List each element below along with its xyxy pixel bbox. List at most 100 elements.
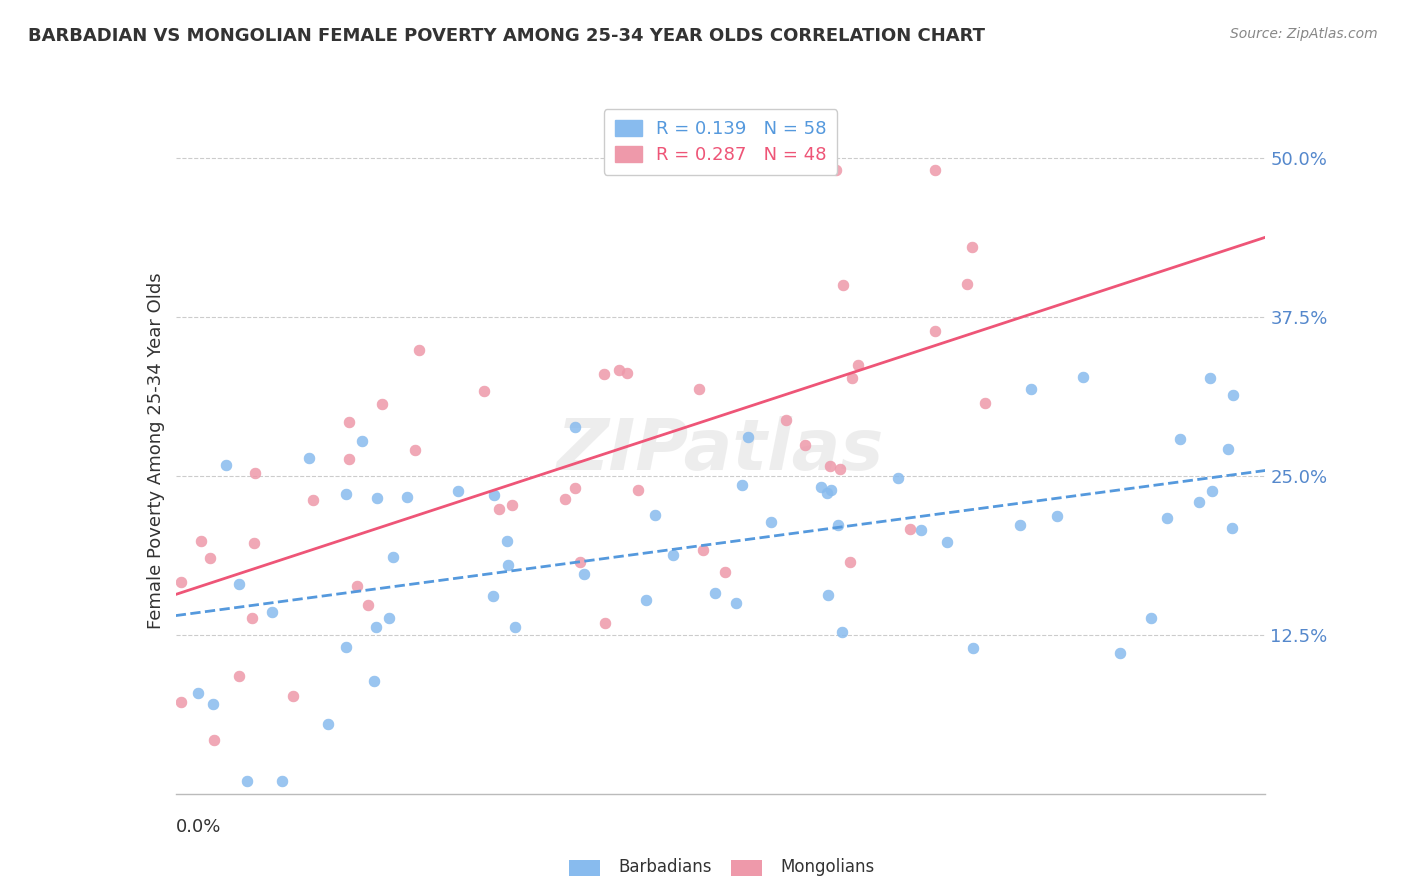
Point — [202, 733, 225, 747]
Point — [725, 596, 748, 610]
Point — [564, 481, 586, 495]
Point — [215, 458, 238, 473]
Point — [1216, 442, 1239, 456]
Point — [793, 438, 815, 452]
Point — [190, 533, 212, 548]
Point — [501, 498, 523, 512]
Point — [1046, 508, 1069, 523]
Point — [692, 542, 714, 557]
Point — [346, 579, 368, 593]
Point — [198, 551, 221, 566]
Point — [350, 434, 373, 448]
Point — [593, 367, 616, 381]
Point — [378, 610, 401, 624]
Point — [408, 343, 430, 357]
Point — [337, 416, 360, 430]
Point — [472, 384, 495, 398]
Point — [831, 278, 853, 293]
Point — [704, 586, 727, 600]
Point — [404, 442, 426, 457]
Point — [262, 606, 284, 620]
Point — [1220, 521, 1243, 535]
Point — [593, 616, 616, 631]
Point — [1188, 495, 1211, 509]
Point — [924, 324, 946, 338]
Point — [617, 151, 640, 165]
Text: Mongolians: Mongolians — [780, 858, 875, 876]
Point — [1168, 432, 1191, 446]
Point — [572, 566, 595, 581]
Point — [187, 686, 209, 700]
Point — [364, 620, 387, 634]
Point — [568, 555, 591, 569]
Point — [235, 774, 257, 789]
Point — [775, 413, 797, 427]
Point — [714, 566, 737, 580]
Point — [228, 669, 250, 683]
Point — [1071, 370, 1094, 384]
Point — [810, 480, 832, 494]
Point — [1021, 382, 1043, 396]
Point — [886, 471, 908, 485]
Point — [335, 640, 357, 655]
Text: Barbadians: Barbadians — [619, 858, 713, 876]
Point — [482, 589, 505, 603]
Point — [170, 574, 193, 589]
Point — [202, 697, 225, 711]
Point — [910, 523, 932, 537]
Text: BARBADIAN VS MONGOLIAN FEMALE POVERTY AMONG 25-34 YEAR OLDS CORRELATION CHART: BARBADIAN VS MONGOLIAN FEMALE POVERTY AM… — [28, 27, 986, 45]
Point — [956, 277, 979, 292]
Point — [1139, 611, 1161, 625]
Point — [761, 515, 783, 529]
Point — [817, 588, 839, 602]
Point — [396, 490, 419, 504]
Text: ZIPatlas: ZIPatlas — [557, 416, 884, 485]
Point — [243, 466, 266, 480]
Point — [960, 239, 983, 253]
Point — [827, 517, 849, 532]
Point — [936, 535, 959, 549]
Point — [488, 502, 510, 516]
Point — [283, 689, 305, 703]
Point — [496, 534, 519, 549]
Point — [301, 492, 323, 507]
Text: 0.0%: 0.0% — [176, 818, 221, 836]
Point — [616, 367, 638, 381]
Point — [661, 548, 683, 562]
Legend: R = 0.139   N = 58, R = 0.287   N = 48: R = 0.139 N = 58, R = 0.287 N = 48 — [603, 109, 838, 175]
Point — [830, 461, 852, 475]
Point — [240, 611, 263, 625]
Point — [644, 508, 666, 522]
Point — [382, 549, 405, 564]
Point — [627, 483, 650, 497]
Point — [820, 483, 842, 497]
Point — [831, 624, 853, 639]
Point — [271, 774, 294, 789]
Point — [815, 486, 838, 500]
Point — [170, 695, 193, 709]
Point — [839, 554, 862, 568]
Point — [1198, 371, 1220, 385]
Point — [974, 396, 997, 410]
Point — [366, 491, 388, 506]
Point — [962, 641, 984, 656]
Point — [607, 363, 630, 377]
Point — [1222, 388, 1244, 402]
Point — [337, 452, 360, 467]
Text: Source: ZipAtlas.com: Source: ZipAtlas.com — [1230, 27, 1378, 41]
Point — [688, 382, 710, 396]
Point — [298, 450, 321, 465]
Point — [1156, 511, 1178, 525]
Point — [737, 430, 759, 444]
Point — [505, 620, 527, 634]
Point — [357, 599, 380, 613]
Point — [316, 717, 339, 731]
Point — [636, 593, 658, 607]
Point — [496, 558, 519, 573]
Point — [818, 459, 841, 474]
Point — [363, 673, 385, 688]
Point — [924, 162, 946, 177]
Point — [447, 483, 470, 498]
Point — [1010, 517, 1032, 532]
Point — [242, 535, 264, 549]
